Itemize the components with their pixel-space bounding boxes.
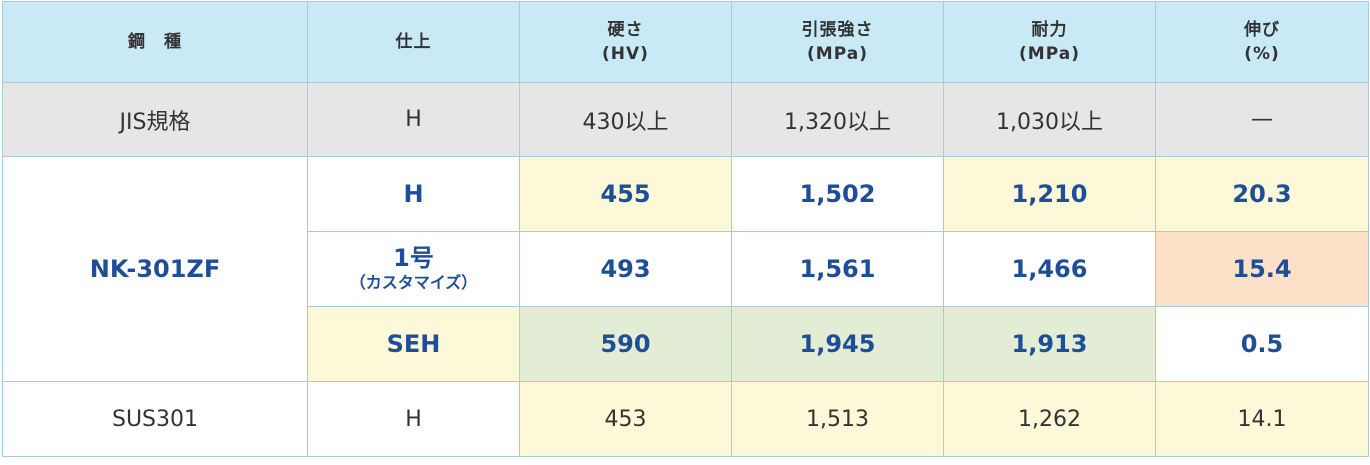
cell: 455 — [519, 156, 732, 232]
cell: 1,320以上 — [731, 82, 944, 157]
cell: 430以上 — [519, 82, 732, 157]
header-unit: (MPa) — [1019, 44, 1080, 64]
cell: — — [1155, 82, 1369, 157]
cell: 1,466 — [943, 231, 1156, 307]
cell: 1,561 — [731, 231, 944, 307]
cell: H — [307, 381, 520, 457]
header-cell: 仕上 — [307, 1, 520, 83]
cell: 0.5 — [1155, 306, 1369, 382]
cell: 1,030以上 — [943, 82, 1156, 157]
row: JIS規格 H 430以上 1,320以上 1,030以上 — — [2, 82, 1369, 157]
cell: SUS301 — [2, 381, 308, 457]
row: SEH 590 1,945 1,913 0.5 — [3, 306, 1369, 382]
cell: 1,502 — [731, 156, 944, 232]
cell: 14.1 — [1155, 381, 1369, 457]
header-cell: 鋼 種 — [2, 1, 308, 83]
cell: 1,513 — [731, 381, 944, 457]
row: 1号 （カスタマイズ） 493 1,561 1,466 15.4 — [3, 231, 1369, 307]
header-row: 鋼 種 仕上 硬さ (HV) 引張強さ (MPa) 耐力 (MPa) 伸び (%) — [2, 1, 1369, 83]
cell: H — [307, 82, 520, 157]
cell: SEH — [307, 306, 520, 382]
header-text: 仕上 — [395, 32, 432, 52]
header-text: 耐力 — [1031, 20, 1068, 40]
cell: 1,262 — [943, 381, 1156, 457]
cell: 20.3 — [1155, 156, 1369, 232]
cell: 1,913 — [943, 306, 1156, 382]
cell: NK-301ZF — [2, 156, 308, 382]
header-text: 硬さ — [607, 20, 644, 40]
header-cell: 硬さ (HV) — [519, 1, 732, 83]
header-unit: (%) — [1244, 44, 1280, 64]
cell: JIS規格 — [2, 82, 308, 157]
header-cell: 伸び (%) — [1155, 1, 1369, 83]
cell: H — [307, 156, 520, 232]
header-cell: 引張強さ (MPa) — [731, 1, 944, 83]
header-unit: (HV) — [602, 44, 649, 64]
row: NK-301ZF H 455 1,502 1,210 20.3 — [2, 156, 1369, 382]
header-text: 鋼 種 — [128, 32, 182, 52]
cell: 1号 （カスタマイズ） — [307, 231, 520, 307]
header-unit: (MPa) — [807, 44, 868, 64]
finish-name: 1号 — [393, 244, 434, 272]
header-text: 引張強さ — [801, 20, 874, 40]
spec-table: 鋼 種 仕上 硬さ (HV) 引張強さ (MPa) 耐力 (MPa) 伸び (%) JI… — [2, 1, 1369, 457]
cell: 493 — [519, 231, 732, 307]
cell: 15.4 — [1155, 231, 1369, 307]
finish-note: （カスタマイズ） — [349, 273, 478, 292]
cell: 1,210 — [943, 156, 1156, 232]
cell: 1,945 — [731, 306, 944, 382]
header-text: 伸び — [1244, 20, 1280, 40]
row: SUS301 H 453 1,513 1,262 14.1 — [2, 381, 1369, 457]
cell: 590 — [519, 306, 732, 382]
cell: 453 — [519, 381, 732, 457]
header-cell: 耐力 (MPa) — [943, 1, 1156, 83]
